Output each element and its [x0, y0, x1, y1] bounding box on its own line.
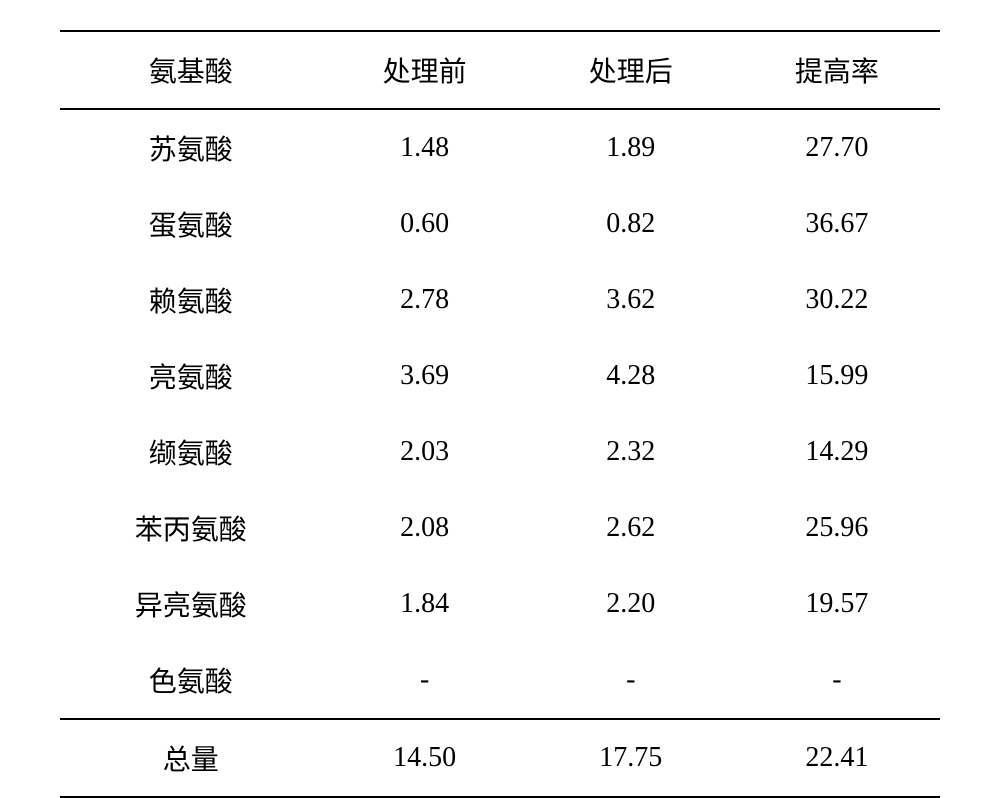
table-row: 赖氨酸 2.78 3.62 30.22 [60, 262, 940, 338]
footer-name: 总量 [60, 719, 322, 797]
cell-after: 4.28 [528, 338, 734, 414]
footer-after: 17.75 [528, 719, 734, 797]
header-rate: 提高率 [734, 31, 940, 109]
cell-name: 缬氨酸 [60, 414, 322, 490]
cell-after: 2.32 [528, 414, 734, 490]
cell-before: - [322, 642, 528, 719]
cell-rate: - [734, 642, 940, 719]
cell-after: 0.82 [528, 186, 734, 262]
cell-before: 2.03 [322, 414, 528, 490]
cell-name: 苏氨酸 [60, 109, 322, 186]
cell-after: 3.62 [528, 262, 734, 338]
table-row: 蛋氨酸 0.60 0.82 36.67 [60, 186, 940, 262]
cell-rate: 14.29 [734, 414, 940, 490]
table-row: 异亮氨酸 1.84 2.20 19.57 [60, 566, 940, 642]
footer-before: 14.50 [322, 719, 528, 797]
cell-before: 2.78 [322, 262, 528, 338]
table-body: 苏氨酸 1.48 1.89 27.70 蛋氨酸 0.60 0.82 36.67 … [60, 109, 940, 719]
cell-before: 1.84 [322, 566, 528, 642]
cell-after: 2.62 [528, 490, 734, 566]
cell-name: 蛋氨酸 [60, 186, 322, 262]
cell-before: 2.08 [322, 490, 528, 566]
cell-after: 1.89 [528, 109, 734, 186]
cell-rate: 15.99 [734, 338, 940, 414]
cell-name: 苯丙氨酸 [60, 490, 322, 566]
cell-name: 赖氨酸 [60, 262, 322, 338]
cell-rate: 19.57 [734, 566, 940, 642]
header-after: 处理后 [528, 31, 734, 109]
table-row: 亮氨酸 3.69 4.28 15.99 [60, 338, 940, 414]
cell-rate: 25.96 [734, 490, 940, 566]
header-before: 处理前 [322, 31, 528, 109]
table-header-row: 氨基酸 处理前 处理后 提高率 [60, 31, 940, 109]
table-row: 苯丙氨酸 2.08 2.62 25.96 [60, 490, 940, 566]
cell-after: - [528, 642, 734, 719]
cell-rate: 27.70 [734, 109, 940, 186]
footer-rate: 22.41 [734, 719, 940, 797]
header-name: 氨基酸 [60, 31, 322, 109]
cell-before: 3.69 [322, 338, 528, 414]
table-row: 缬氨酸 2.03 2.32 14.29 [60, 414, 940, 490]
cell-name: 色氨酸 [60, 642, 322, 719]
cell-name: 异亮氨酸 [60, 566, 322, 642]
table-row: 苏氨酸 1.48 1.89 27.70 [60, 109, 940, 186]
cell-rate: 30.22 [734, 262, 940, 338]
cell-name: 亮氨酸 [60, 338, 322, 414]
amino-acid-table-container: 氨基酸 处理前 处理后 提高率 苏氨酸 1.48 1.89 27.70 蛋氨酸 … [60, 30, 940, 798]
table-row: 色氨酸 - - - [60, 642, 940, 719]
cell-before: 1.48 [322, 109, 528, 186]
cell-rate: 36.67 [734, 186, 940, 262]
cell-before: 0.60 [322, 186, 528, 262]
amino-acid-table: 氨基酸 处理前 处理后 提高率 苏氨酸 1.48 1.89 27.70 蛋氨酸 … [60, 30, 940, 798]
cell-after: 2.20 [528, 566, 734, 642]
table-footer-row: 总量 14.50 17.75 22.41 [60, 719, 940, 797]
